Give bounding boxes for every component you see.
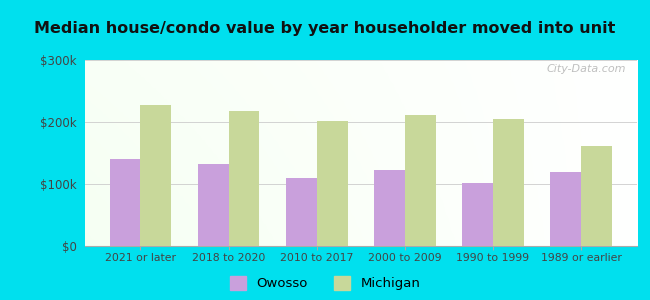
- Text: Median house/condo value by year householder moved into unit: Median house/condo value by year househo…: [34, 21, 616, 36]
- Bar: [110, 159, 140, 246]
- Bar: [550, 172, 581, 246]
- Bar: [140, 105, 172, 246]
- Text: City-Data.com: City-Data.com: [547, 64, 626, 74]
- Bar: [374, 170, 405, 246]
- Bar: [317, 121, 348, 246]
- Bar: [286, 178, 317, 246]
- Bar: [198, 164, 229, 246]
- Bar: [229, 111, 259, 246]
- Legend: Owosso, Michigan: Owosso, Michigan: [230, 276, 420, 290]
- Bar: [493, 119, 524, 246]
- Bar: [581, 146, 612, 246]
- Bar: [405, 115, 436, 246]
- Bar: [462, 183, 493, 246]
